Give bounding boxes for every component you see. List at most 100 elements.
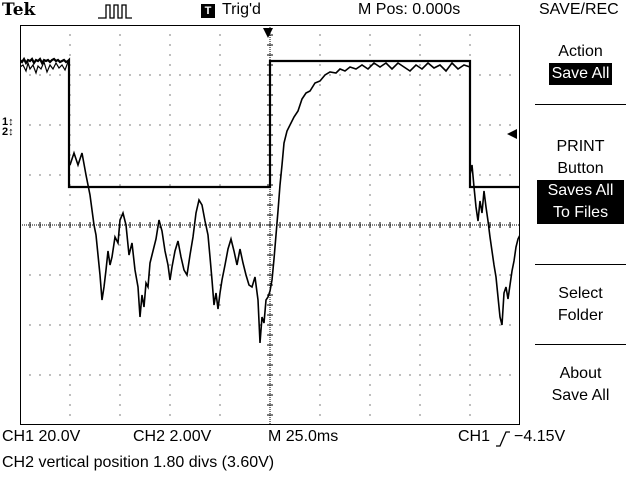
center-axis-dot <box>269 191 271 192</box>
grid-dot <box>469 194 471 196</box>
center-axis-dot <box>32 224 33 226</box>
grid-dot <box>459 324 461 326</box>
center-axis-dot <box>354 224 355 226</box>
grid-dot <box>189 74 191 76</box>
grid-dot <box>219 274 221 276</box>
grid-dot <box>139 274 141 276</box>
grid-dot <box>259 274 261 276</box>
center-axis-dot <box>256 224 257 226</box>
grid-dot <box>479 274 481 276</box>
grid-dot <box>69 254 71 256</box>
center-axis-dot <box>282 224 283 226</box>
center-axis-dot <box>58 224 59 226</box>
grid-dot <box>279 274 281 276</box>
center-axis-dot <box>269 263 271 264</box>
center-axis-dot <box>134 224 135 226</box>
grid-dot <box>259 124 261 126</box>
grid-dot <box>119 344 121 346</box>
grid-dot <box>469 364 471 366</box>
grid-dot <box>289 174 291 176</box>
grid-dot <box>169 304 171 306</box>
center-axis-dot <box>468 224 469 226</box>
grid-dot <box>119 84 121 86</box>
grid-dot <box>119 254 121 256</box>
grid-dot <box>69 324 71 326</box>
grid-dot <box>419 264 421 266</box>
menu-about-button[interactable]: About Save All <box>535 363 626 407</box>
center-axis-dot <box>269 361 271 362</box>
grid-dot <box>219 134 221 136</box>
grid-dot <box>419 174 421 176</box>
grid-dot <box>249 124 251 126</box>
grid-dot <box>169 34 171 36</box>
grid-dot <box>49 74 51 76</box>
grid-dot <box>369 104 371 106</box>
center-axis-dot <box>456 224 457 226</box>
grid-dot <box>209 174 211 176</box>
grid-dot <box>199 174 201 176</box>
grid-dot <box>169 134 171 136</box>
grid-dot <box>139 174 141 176</box>
center-axis-dot <box>269 391 271 392</box>
grid-dot <box>369 234 371 236</box>
grid-dot <box>359 174 361 176</box>
grid-dot <box>369 84 371 86</box>
center-axis-dot <box>269 399 271 400</box>
grid-dot <box>219 204 221 206</box>
center-axis-dot <box>494 224 495 226</box>
grid-dot <box>169 334 171 336</box>
center-axis-dot <box>269 419 271 420</box>
center-axis-dot <box>269 273 271 274</box>
center-axis-dot <box>269 349 271 350</box>
menu-select-folder-button[interactable]: Select Folder <box>535 283 626 327</box>
center-axis-dot <box>36 224 37 226</box>
grid-dot <box>369 144 371 146</box>
center-axis-dot <box>269 351 271 352</box>
center-axis-dot <box>346 224 347 226</box>
center-axis-dot <box>176 224 177 226</box>
grid-dot <box>419 84 421 86</box>
grid-dot <box>349 274 351 276</box>
center-axis-dot <box>328 224 329 226</box>
grid-dot <box>399 324 401 326</box>
grid-dot <box>499 274 501 276</box>
grid-dot <box>309 374 311 376</box>
grid-dot <box>159 324 161 326</box>
menu-action-button[interactable]: Action Save All <box>535 41 626 85</box>
grid-dot <box>219 64 221 66</box>
grid-dot <box>219 394 221 396</box>
grid-dot <box>459 274 461 276</box>
center-axis-dot <box>74 224 75 226</box>
grid-dot <box>169 164 171 166</box>
center-axis-dot <box>269 243 271 244</box>
center-axis-dot <box>504 224 505 226</box>
grid-dot <box>419 364 421 366</box>
center-axis-dot <box>269 303 271 304</box>
center-axis-dot <box>269 321 271 322</box>
grid-dot <box>169 64 171 66</box>
center-axis-dot <box>102 224 103 226</box>
grid-dot <box>319 324 321 326</box>
grid-dot <box>469 414 471 416</box>
grid-dot <box>309 74 311 76</box>
grid-dot <box>389 174 391 176</box>
grid-dot <box>219 214 221 216</box>
menu-print-button[interactable]: PRINT Button Saves All To Files <box>535 136 626 224</box>
grid-dot <box>329 374 331 376</box>
grid-dot <box>399 274 401 276</box>
grid-dot <box>169 254 171 256</box>
grid-dot <box>469 394 471 396</box>
grid-dot <box>219 254 221 256</box>
grid-dot <box>449 324 451 326</box>
grid-dot <box>369 374 371 376</box>
center-axis-dot <box>269 237 271 238</box>
grid-dot <box>239 174 241 176</box>
center-axis-dot <box>269 331 271 332</box>
grid-dot <box>219 114 221 116</box>
grid-dot <box>119 104 121 106</box>
grid-dot <box>319 254 321 256</box>
grid-dot <box>169 404 171 406</box>
center-axis-dot <box>112 224 113 226</box>
rising-edge-icon <box>496 431 510 447</box>
grid-dot <box>489 324 491 326</box>
